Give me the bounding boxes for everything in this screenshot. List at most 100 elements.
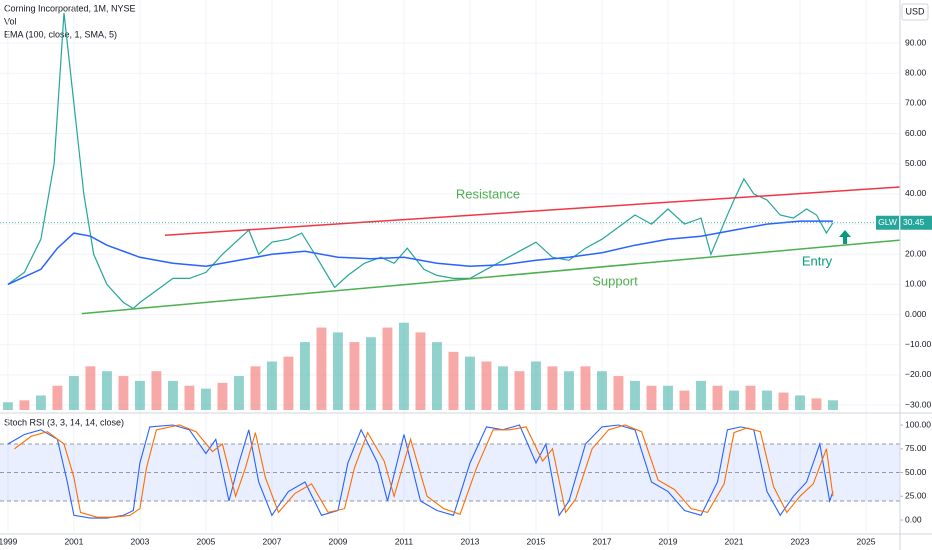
symbol-box: [876, 215, 899, 230]
y-tick-label: 10.00: [905, 279, 927, 289]
volume-bar: [2, 402, 13, 410]
chart-title: Corning Incorporated, 1M, NYSE: [4, 3, 136, 13]
volume-bar: [19, 400, 30, 410]
x-tick-label: 2025: [857, 536, 876, 546]
volume-bar: [481, 361, 492, 410]
x-tick-label: 2015: [527, 536, 546, 546]
volume-bar: [35, 395, 46, 410]
volume-bar: [564, 371, 574, 410]
currency-box[interactable]: [901, 3, 929, 21]
volume-bar: [712, 385, 723, 410]
volume-bar: [547, 366, 558, 410]
x-tick-label: 2005: [196, 536, 215, 546]
volume-bar: [52, 385, 63, 410]
volume-bar: [663, 385, 673, 410]
volume-bar: [333, 332, 343, 410]
y-tick-label: 90.00: [905, 37, 927, 47]
volume-bar: [68, 376, 79, 410]
volume-bar: [465, 356, 475, 410]
volume-bar: [250, 366, 261, 410]
volume-bar: [514, 371, 525, 410]
y-tick-label: −30.00: [905, 399, 932, 409]
y-tick-label: 70.00: [905, 98, 927, 108]
x-tick-label: 1999: [0, 536, 18, 546]
y-tick-label: 50.00: [905, 158, 927, 168]
volume-bar: [184, 385, 195, 410]
resistance-line: [164, 186, 901, 237]
resistance-label: Resistance: [456, 186, 520, 201]
volume-bar: [366, 337, 376, 410]
volume-bar: [432, 342, 442, 410]
volume-bar: [316, 327, 327, 410]
volume-bar: [134, 380, 145, 410]
volume-bar: [828, 400, 838, 410]
entry-label: Entry: [802, 253, 833, 268]
x-tick-label: 2007: [262, 536, 281, 546]
y-tick-label: −10.00: [905, 339, 932, 349]
volume-bar: [613, 376, 624, 410]
volume-bar: [300, 342, 310, 410]
volume-bar: [167, 380, 178, 410]
volume-bar: [630, 380, 640, 410]
volume-bar: [646, 385, 657, 410]
stoch-k: [7, 424, 834, 519]
y-tick-label: 75.00: [905, 443, 927, 453]
volume-bar: [233, 376, 244, 410]
x-tick-label: 2003: [130, 536, 149, 546]
y-tick-label: 50.00: [905, 467, 927, 477]
volume-bar: [85, 366, 96, 410]
volume-bar: [217, 382, 228, 410]
x-tick-label: 2021: [725, 536, 744, 546]
volume-title: Vol: [4, 16, 17, 26]
volume-bar: [151, 371, 162, 410]
volume-bar: [101, 371, 112, 410]
entry-arrow: [839, 230, 851, 244]
currency: USD: [905, 6, 925, 16]
volume-bar: [795, 395, 805, 410]
volume-bar: [762, 390, 772, 410]
volume-bar: [729, 390, 739, 410]
y-tick-label: 60.00: [905, 128, 927, 138]
last-price-box: [900, 215, 932, 230]
ema-title: EMA (100, close, 1, SMA, 5): [4, 29, 117, 39]
volume-bar: [679, 390, 690, 410]
x-tick-label: 2017: [593, 536, 612, 546]
volume-bar: [349, 342, 360, 410]
support-label: Support: [592, 273, 638, 288]
volume-bar: [580, 366, 591, 410]
volume-bar: [531, 361, 541, 410]
y-tick-label: 40.00: [905, 188, 927, 198]
volume-bar: [415, 332, 426, 410]
y-tick-label: 80.00: [905, 68, 927, 78]
volume-bar: [266, 361, 277, 410]
x-tick-label: 2019: [659, 536, 678, 546]
support-line: [81, 239, 901, 315]
x-tick-label: 2009: [328, 536, 347, 546]
y-tick-label: 20.00: [905, 249, 927, 259]
y-tick-label: 0.00: [905, 514, 922, 524]
volume-bar: [498, 366, 508, 410]
volume-bar: [448, 351, 459, 410]
x-tick-label: 2011: [395, 536, 414, 546]
symbol: GLW: [878, 217, 897, 227]
volume-bar: [200, 388, 211, 410]
stoch-d: [14, 424, 834, 518]
volume-bar: [118, 376, 129, 410]
volume-bar: [597, 371, 607, 410]
x-tick-label: 2023: [791, 536, 810, 546]
volume-bar: [778, 392, 789, 410]
volume-bar: [811, 398, 822, 410]
last-price: 30.45: [903, 217, 925, 227]
volume-bar: [382, 327, 393, 410]
volume-bar: [696, 380, 706, 410]
x-tick-label: 2013: [461, 536, 480, 546]
y-tick-label: 25.00: [905, 491, 927, 501]
x-tick-label: 2001: [64, 536, 83, 546]
y-tick-label: 0.000: [905, 309, 927, 319]
volume-bar: [399, 322, 409, 410]
volume-bar: [745, 385, 756, 410]
volume-bar: [283, 356, 294, 410]
y-tick-label: −20.00: [905, 369, 932, 379]
